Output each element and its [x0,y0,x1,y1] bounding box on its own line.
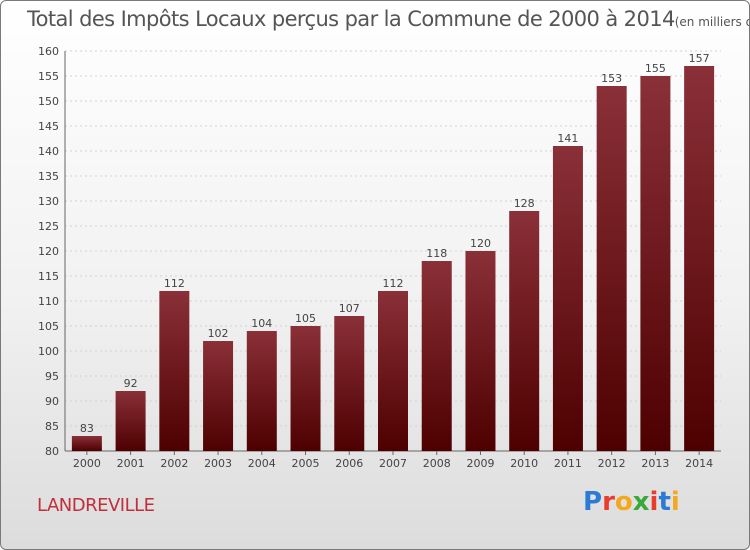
bar [684,66,715,451]
x-tick-label: 2005 [292,457,320,470]
commune-name: LANDREVILLE [37,495,155,516]
x-tick-label: 2004 [248,457,276,470]
bar-value-label: 105 [295,312,316,325]
bar-value-label: 112 [164,277,185,290]
y-tick-label: 110 [38,295,59,308]
bar [421,261,452,451]
x-tick-label: 2013 [641,457,669,470]
x-tick-label: 2001 [117,457,145,470]
bar-value-label: 104 [251,317,272,330]
y-tick-label: 90 [45,395,59,408]
x-tick-label: 2008 [423,457,451,470]
y-tick-label: 125 [38,220,59,233]
bar-value-label: 92 [124,377,138,390]
bar [552,146,583,451]
bar [290,326,321,451]
bar [159,291,190,451]
x-tick-label: 2006 [335,457,363,470]
logo-letter: i [670,487,680,517]
bar [203,341,234,451]
bar [246,331,277,451]
proxiti-logo: Proxiti [583,487,680,517]
y-tick-label: 140 [38,145,59,158]
bar [509,211,540,451]
bar-value-label: 153 [601,72,622,85]
y-tick-label: 100 [38,345,59,358]
bar-value-label: 141 [557,132,578,145]
y-tick-label: 150 [38,95,59,108]
logo-letter: t [658,487,671,517]
x-tick-label: 2007 [379,457,407,470]
bar [71,436,102,451]
bar [334,316,365,451]
y-tick-label: 155 [38,70,59,83]
bar-value-label: 128 [514,197,535,210]
x-tick-label: 2012 [598,457,626,470]
bar-value-label: 118 [426,247,447,260]
y-tick-label: 135 [38,170,59,183]
y-tick-label: 145 [38,120,59,133]
y-tick-label: 95 [45,370,59,383]
logo-letter: x [632,487,650,517]
x-tick-label: 2010 [510,457,538,470]
y-tick-label: 115 [38,270,59,283]
y-tick-label: 120 [38,245,59,258]
y-tick-label: 80 [45,445,59,458]
logo-letter: r [602,487,615,517]
bar-value-label: 102 [208,327,229,340]
bar-value-label: 155 [645,62,666,75]
x-tick-label: 2014 [685,457,713,470]
y-tick-label: 160 [38,45,59,58]
bar-value-label: 107 [339,302,360,315]
chart-title: Total des Impôts Locaux perçus par la Co… [27,7,749,31]
bar-value-label: 112 [383,277,404,290]
bar [465,251,496,451]
logo-letter: i [649,487,659,517]
x-tick-label: 2011 [554,457,582,470]
x-tick-label: 2009 [466,457,494,470]
chart-unit: (en milliers d'€) [674,15,749,29]
bar [378,291,408,451]
logo-letter: P [583,487,603,517]
bar-value-label: 83 [80,422,94,435]
y-tick-label: 85 [45,420,59,433]
x-tick-label: 2002 [160,457,188,470]
y-tick-label: 105 [38,320,59,333]
bar-value-label: 120 [470,237,491,250]
bar-value-label: 157 [689,52,710,65]
bar [596,86,627,451]
bar [115,391,146,451]
bar [640,76,671,451]
x-tick-label: 2003 [204,457,232,470]
x-tick-label: 2000 [73,457,101,470]
y-tick-label: 130 [38,195,59,208]
chart-title-text: Total des Impôts Locaux perçus par la Co… [27,7,675,31]
logo-letter: o [614,487,633,517]
